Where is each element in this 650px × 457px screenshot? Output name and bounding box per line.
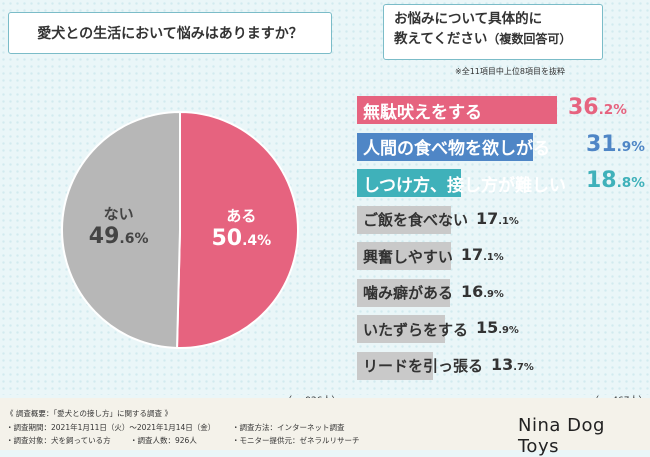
bar-label: 興奮しやすい [363,247,453,266]
bar-row: 興奮しやすい [357,242,453,270]
question2-line2: 教えてください [394,31,488,47]
bar-row: 無駄吠えをする [357,96,557,124]
bar-label: 噛み癖がある [363,284,454,302]
bar-value: 15.9% [476,318,519,337]
pie-chart [61,110,299,349]
bar-value: 17.1% [476,208,519,228]
pie-slice-no [61,110,181,349]
question1-title: 愛犬との生活において悩みはありますか？ [8,12,332,54]
question2-title: お悩みについて具体的に 教えてください（複数回答可） [383,4,603,60]
pie-label-value: 50.4% [211,225,272,251]
bar-value: 18.8% [586,168,645,193]
bar-fill [357,315,445,343]
question2-suffix: （複数回答可） [487,32,572,46]
brand-logo: Nina Dog Toys [518,415,605,457]
pie-label-text: ない [103,205,134,224]
bar-fill [357,351,433,380]
bar-label: しつけ方、接し方が難しい [363,175,566,196]
pie-label-no: ない 49.6% [69,203,169,249]
bar-row: いたずらをする [357,315,468,343]
pie-label-value: 49.6% [88,224,149,250]
bar-fill [357,242,452,270]
pie-label-yes: ある 50.4% [191,205,291,251]
bar-fill [357,132,534,161]
survey-target: ・調査対象：犬を飼っている方 [6,436,111,445]
survey-method: ・調査方法：インターネット調査 [232,423,345,432]
bar-label: リードを引っ張る [363,357,484,375]
bar-row: しつけ方、接し方が難しい [357,169,566,197]
bar-value: 36.2% [568,95,627,120]
bar-row: 人間の食べ物を欲しがる [357,132,550,161]
bar-row: ご飯を食べない [357,205,469,234]
question2-line1: お悩みについて具体的に [394,11,543,27]
pie-slice-yes [176,110,299,349]
survey-period: ・調査期間：2021年1月11日（火）〜2021年1月14日（金） [6,423,216,432]
survey-heading: 《 調査概要：「愛犬との接し方」に関する調査 》 [6,409,172,418]
bar-label: ご飯を食べない [363,211,469,229]
bar-fill [357,169,461,197]
bar-row: リードを引っ張る [357,351,484,380]
survey-footer: 《 調査概要：「愛犬との接し方」に関する調査 》 ・調査期間：2021年1月11… [0,398,650,450]
bar-fill [357,96,557,124]
bar-fill [357,205,452,234]
bar-label: いたずらをする [363,320,469,339]
bar-label: 人間の食べ物を欲しがる [363,139,550,159]
bar-value: 31.9% [586,131,645,157]
survey-count: ・調査人数：926人 [130,436,197,445]
bar-row: 噛み癖がある [357,278,454,307]
bar-fill [357,278,451,307]
bar-value: 17.1% [460,245,504,264]
bar-value: 13.7% [491,354,534,374]
selection-note: ※全11項目中上位8項目を抜粋 [455,67,565,76]
bar-label: 無駄吠えをする [363,102,482,123]
survey-provider: ・モニター提供元：ゼネラルリサーチ [232,436,360,445]
bar-value: 16.9% [461,281,504,301]
pie-label-text: ある [226,206,257,225]
